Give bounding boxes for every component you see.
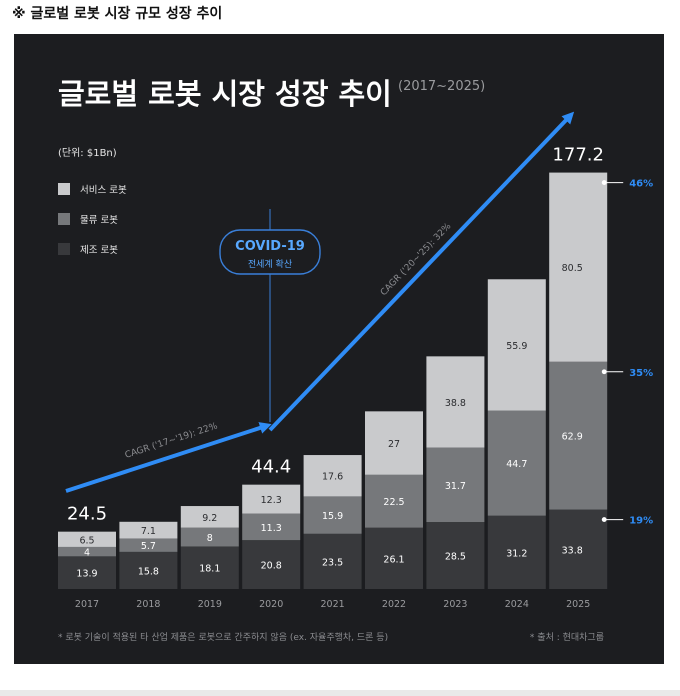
- bar-segment: [119, 551, 178, 589]
- bar-value-label: 8: [207, 533, 213, 544]
- bar-value-label: 31.2: [506, 548, 527, 559]
- share-label: 19%: [629, 516, 653, 527]
- x-axis: 2017 2018 2019 2020 2021 2022 2023 2024 2025: [75, 599, 590, 610]
- share-label: 35%: [629, 368, 653, 379]
- share-labels: 46% 35% 19%: [601, 179, 653, 527]
- bar-value-label: 17.6: [322, 472, 343, 483]
- x-tick-label: 2017: [75, 599, 99, 610]
- bar-value-label: 23.5: [322, 557, 343, 568]
- bar-value-label: 15.8: [138, 566, 159, 577]
- x-tick-label: 2024: [505, 599, 529, 610]
- bar-value-label: 13.9: [76, 569, 97, 580]
- bar-segment: [487, 515, 546, 589]
- bar-segment: [365, 474, 423, 528]
- bar-segment: [58, 556, 116, 589]
- legend-label: 서비스 로봇: [80, 185, 127, 196]
- share-dot: [601, 517, 607, 522]
- bar-segment: [242, 513, 301, 541]
- bar-value-label: 38.8: [445, 398, 466, 409]
- share-dot: [601, 180, 607, 185]
- total-labels: 24.5 44.4 177.2: [67, 145, 604, 525]
- x-tick-label: 2021: [321, 599, 345, 610]
- unit-label: (단위: $1Bn): [58, 146, 117, 159]
- bar-value-label: 15.9: [322, 511, 343, 522]
- cagr2-arrow: [268, 111, 575, 432]
- bar-value-label: 5.7: [141, 541, 156, 552]
- bar-value-label: 31.7: [445, 481, 466, 492]
- bar-value-label: 6.5: [79, 535, 94, 546]
- bar-segment: [365, 411, 423, 475]
- source: * 출처 : 현대차그룹: [530, 631, 604, 643]
- bar-segment: [180, 527, 239, 547]
- bar-segment: [119, 521, 178, 539]
- legend-label: 물류 로봇: [80, 215, 118, 226]
- bar-value-label: 11.3: [261, 523, 282, 534]
- cagr1-arrow: [65, 422, 272, 493]
- bar-segment: [549, 172, 608, 362]
- bar-segment: [242, 540, 301, 589]
- bar-segment: [180, 506, 239, 528]
- bar-value-label: 28.5: [445, 552, 466, 563]
- x-tick-label: 2020: [259, 599, 283, 610]
- bar-segment: [58, 546, 116, 557]
- bar-segment: [549, 361, 608, 510]
- chart-panel: 글로벌 로봇 시장 성장 추이 (2017~2025) (단위: $1Bn) 서…: [14, 34, 664, 664]
- page-heading: ※ 글로벌 로봇 시장 규모 성장 추이: [12, 6, 223, 22]
- x-tick-label: 2025: [566, 599, 590, 610]
- bar-segment: [58, 531, 116, 547]
- bar-segment: [365, 527, 423, 589]
- bar-segment: [119, 538, 178, 552]
- bar-value-label: 7.1: [141, 526, 156, 537]
- bar-total-label: 24.5: [67, 504, 107, 525]
- bottom-rule: [0, 690, 680, 696]
- chart-title: 글로벌 로봇 시장 성장 추이: [58, 77, 392, 111]
- bar-total-label: 44.4: [251, 457, 291, 478]
- bar-segment: [487, 410, 546, 516]
- bar-value-label: 33.8: [562, 545, 583, 556]
- bar-segment: [426, 356, 485, 448]
- share-dot: [601, 369, 607, 375]
- legend-swatch: [58, 213, 70, 225]
- bar-value-label: 18.1: [199, 564, 220, 575]
- share-label: 46%: [629, 179, 653, 190]
- chart-svg: 글로벌 로봇 시장 성장 추이 (2017~2025) (단위: $1Bn) 서…: [58, 77, 653, 643]
- bar-value-label: 55.9: [506, 341, 527, 352]
- footnote: * 로봇 기술이 적용된 타 산업 제품은 로봇으로 간주하지 않음 (ex. …: [58, 631, 388, 643]
- bar-value-label: 44.7: [506, 459, 527, 470]
- bar-value-label: 12.3: [261, 495, 282, 506]
- covid-subtitle: 전세계 확산: [248, 258, 292, 270]
- bar-value-label: 26.1: [383, 554, 404, 565]
- bar-segment: [242, 484, 301, 514]
- bar-segment: [303, 455, 362, 497]
- x-tick-label: 2022: [382, 599, 406, 610]
- legend-label: 제조 로봇: [80, 245, 118, 256]
- bar-segment: [487, 279, 546, 411]
- x-tick-label: 2023: [443, 599, 467, 610]
- bar-segment: [303, 533, 362, 589]
- bar-value-label: 27: [388, 439, 400, 450]
- bar-value-label: 20.8: [261, 561, 282, 572]
- legend-swatch: [58, 243, 70, 255]
- x-tick-label: 2018: [136, 599, 160, 610]
- cagr2-label: CAGR ('20~'25): 32%: [379, 221, 454, 298]
- bar-total-label: 177.2: [552, 145, 604, 166]
- bar-value-label: 22.5: [383, 497, 404, 508]
- x-tick-label: 2019: [198, 599, 222, 610]
- bar-segment: [180, 546, 239, 589]
- bar-segment: [426, 522, 485, 589]
- bar-value-label: 80.5: [562, 263, 583, 274]
- covid-title: COVID-19: [235, 239, 305, 254]
- chart-subtitle: (2017~2025): [398, 79, 485, 94]
- legend-swatch: [58, 183, 70, 195]
- bars: 13.9 4 6.5 15.8 5.7 7.1 18.1 8 9.2 20.8 11.3 12.3 23…: [58, 172, 608, 589]
- bar-segment: [426, 447, 485, 523]
- bar-value-label: 62.9: [562, 432, 583, 443]
- bar-segment: [303, 496, 362, 534]
- bar-segment: [549, 509, 608, 589]
- bar-value-label: 9.2: [202, 513, 217, 524]
- bar-value-label: 4: [84, 548, 90, 559]
